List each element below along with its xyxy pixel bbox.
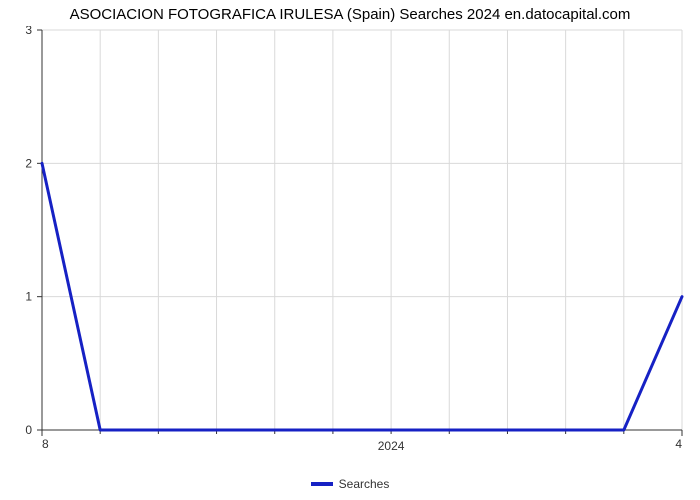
legend-swatch xyxy=(311,482,333,486)
svg-text:1: 1 xyxy=(25,290,32,304)
svg-text:0: 0 xyxy=(25,423,32,437)
svg-text:2024: 2024 xyxy=(378,439,405,453)
chart-container: ASOCIACION FOTOGRAFICA IRULESA (Spain) S… xyxy=(0,0,700,500)
chart-plot: 0 1 2 3 8 4 2024 xyxy=(2,26,700,486)
legend-label: Searches xyxy=(339,477,390,491)
svg-text:3: 3 xyxy=(25,26,32,37)
svg-text:8: 8 xyxy=(42,437,49,451)
svg-text:4: 4 xyxy=(675,437,682,451)
chart-title: ASOCIACION FOTOGRAFICA IRULESA (Spain) S… xyxy=(0,6,700,23)
svg-text:2: 2 xyxy=(25,156,32,170)
chart-legend: Searches xyxy=(0,476,700,491)
